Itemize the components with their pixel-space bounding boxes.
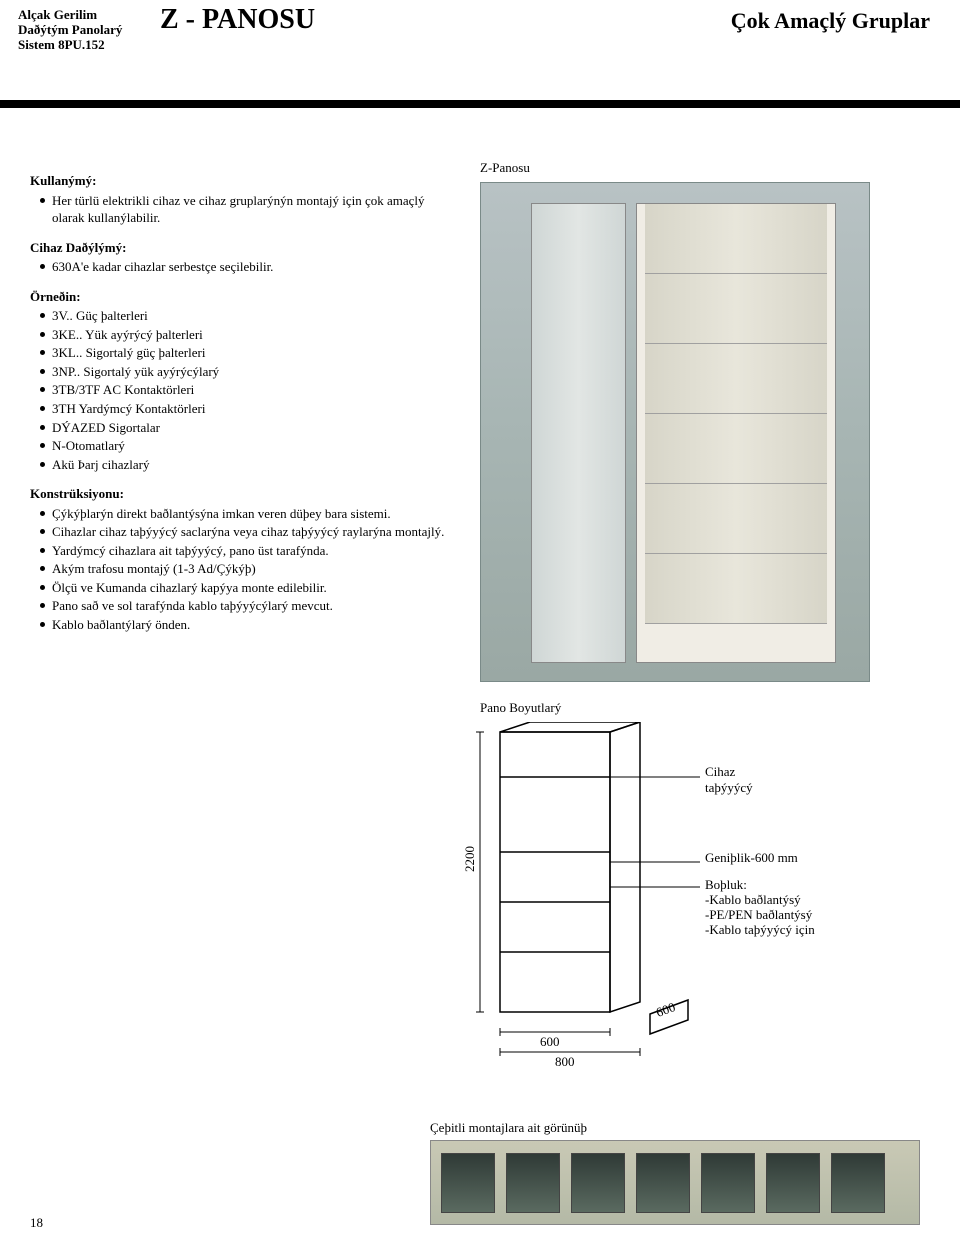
list-item: 3V.. Güç þalterleri <box>40 307 460 325</box>
list-item: DÝAZED Sigortalar <box>40 419 460 437</box>
list-item: 3TH Yardýmcý Kontaktörleri <box>40 400 460 418</box>
list-item: 3KL.. Sigortalý güç þalterleri <box>40 344 460 362</box>
page-number: 18 <box>30 1215 43 1231</box>
text-column: Kullanýmý: Her türlü elektrikli cihaz ve… <box>30 160 460 635</box>
section-example-title: Örneðin: <box>30 288 460 306</box>
header-left-line1: Alçak Gerilim <box>18 8 138 23</box>
dim-800: 800 <box>555 1054 575 1070</box>
photo-cabinet-door <box>531 203 626 663</box>
photo-cabinet-interior <box>636 203 836 663</box>
list-item: N-Otomatlarý <box>40 437 460 455</box>
list-item: 3TB/3TF AC Kontaktörleri <box>40 381 460 399</box>
divider <box>0 100 960 108</box>
bottom-photo-block: Çeþitli montajlara ait görünüþ <box>430 1120 920 1225</box>
constr-list: Çýkýþlarýn direkt baðlantýsýna imkan ver… <box>40 505 460 634</box>
example-list: 3V.. Güç þalterleri 3KE.. Yük ayýrýcý þa… <box>40 307 460 473</box>
bottom-photo-label: Çeþitli montajlara ait görünüþ <box>430 1120 920 1136</box>
note-gap-3: -Kablo taþýyýcý için <box>705 922 815 938</box>
list-item: Çýkýþlarýn direkt baðlantýsýna imkan ver… <box>40 505 460 523</box>
header-title: Z - PANOSU <box>160 4 315 36</box>
list-item: 3KE.. Yük ayýrýcý þalterleri <box>40 326 460 344</box>
list-item: Yardýmcý cihazlara ait taþýyýcý, pano üs… <box>40 542 460 560</box>
list-item: 630A'e kadar cihazlar serbestçe seçilebi… <box>40 258 460 276</box>
photo-column: Z-Panosu <box>480 160 930 682</box>
dimensions-block: Pano Boyutlarý <box>440 700 920 1122</box>
usage-list: Her türlü elektrikli cihaz ve cihaz grup… <box>40 192 460 227</box>
photo-cabinet <box>480 182 870 682</box>
list-item: 3NP.. Sigortalý yük ayýrýcýlarý <box>40 363 460 381</box>
dimensions-label: Pano Boyutlarý <box>480 700 920 716</box>
note-carrier: Cihaz taþýyýcý <box>705 764 753 796</box>
dim-600-front: 600 <box>540 1034 560 1050</box>
bottom-photo <box>430 1140 920 1225</box>
list-item: Cihazlar cihaz taþýyýcý saclarýna veya c… <box>40 523 460 541</box>
section-dist-title: Cihaz Daðýlýmý: <box>30 239 460 257</box>
header-left-block: Alçak Gerilim Daðýtým Panolarý Sistem 8P… <box>18 8 138 53</box>
dist-list: 630A'e kadar cihazlar serbestçe seçilebi… <box>40 258 460 276</box>
header-right: Çok Amaçlý Gruplar <box>731 8 930 34</box>
list-item: Kablo baðlantýlarý önden. <box>40 616 460 634</box>
note-width: Geniþlik-600 mm <box>705 850 798 866</box>
dimensions-drawing <box>440 722 920 1122</box>
list-item: Akü Þarj cihazlarý <box>40 456 460 474</box>
note-gap-title: Boþluk: <box>705 877 747 893</box>
list-item: Her türlü elektrikli cihaz ve cihaz grup… <box>40 192 460 227</box>
section-usage-title: Kullanýmý: <box>30 172 460 190</box>
note-gap-2: -PE/PEN baðlantýsý <box>705 907 812 923</box>
dim-height: 2200 <box>462 846 478 872</box>
photo-top-label: Z-Panosu <box>480 160 930 176</box>
section-constr-title: Konstrüksiyonu: <box>30 485 460 503</box>
list-item: Pano sað ve sol tarafýnda kablo taþýyýcý… <box>40 597 460 615</box>
header-left-line3: Sistem 8PU.152 <box>18 38 138 53</box>
list-item: Ölçü ve Kumanda cihazlarý kapýya monte e… <box>40 579 460 597</box>
note-gap-1: -Kablo baðlantýsý <box>705 892 801 908</box>
header-left-line2: Daðýtým Panolarý <box>18 23 138 38</box>
list-item: Akým trafosu montajý (1-3 Ad/Çýkýþ) <box>40 560 460 578</box>
